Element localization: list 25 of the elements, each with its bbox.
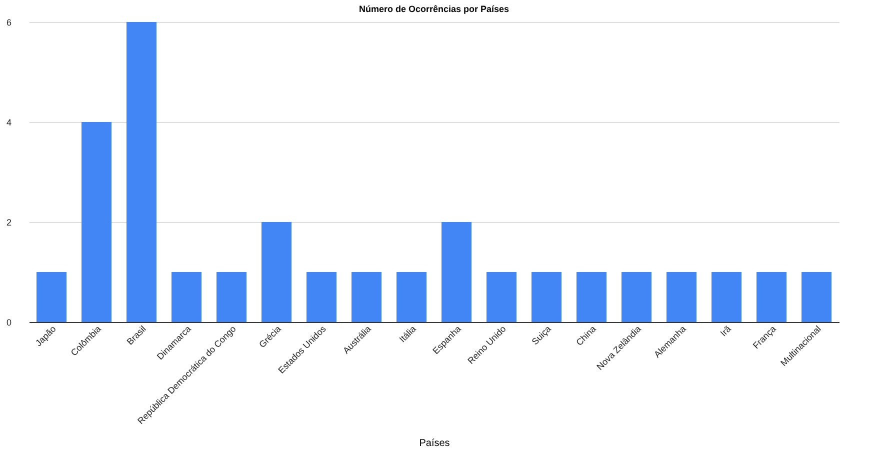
y-tick-label: 4: [6, 118, 12, 128]
bar: [216, 272, 246, 322]
bar: [622, 272, 652, 322]
bar: [532, 272, 562, 322]
bar: [306, 272, 336, 322]
chart-title: Número de Ocorrências por Países: [358, 4, 510, 14]
y-tick-label: 0: [6, 318, 12, 328]
bar: [352, 272, 382, 322]
bar: [172, 272, 202, 322]
bar: [262, 222, 292, 322]
bar: [82, 122, 112, 322]
bar: [756, 272, 786, 322]
bar: [442, 222, 472, 322]
bar: [126, 22, 156, 322]
bar: [36, 272, 66, 322]
x-tick-label: Irã: [718, 324, 733, 338]
y-tick-label: 6: [6, 18, 12, 28]
x-axis-title: Países: [419, 438, 450, 450]
bar: [666, 272, 696, 322]
y-tick-label: 2: [6, 218, 12, 228]
bar: [396, 272, 426, 322]
bar: [486, 272, 516, 322]
bar: [802, 272, 832, 322]
bar: [712, 272, 742, 322]
bar: [576, 272, 606, 322]
